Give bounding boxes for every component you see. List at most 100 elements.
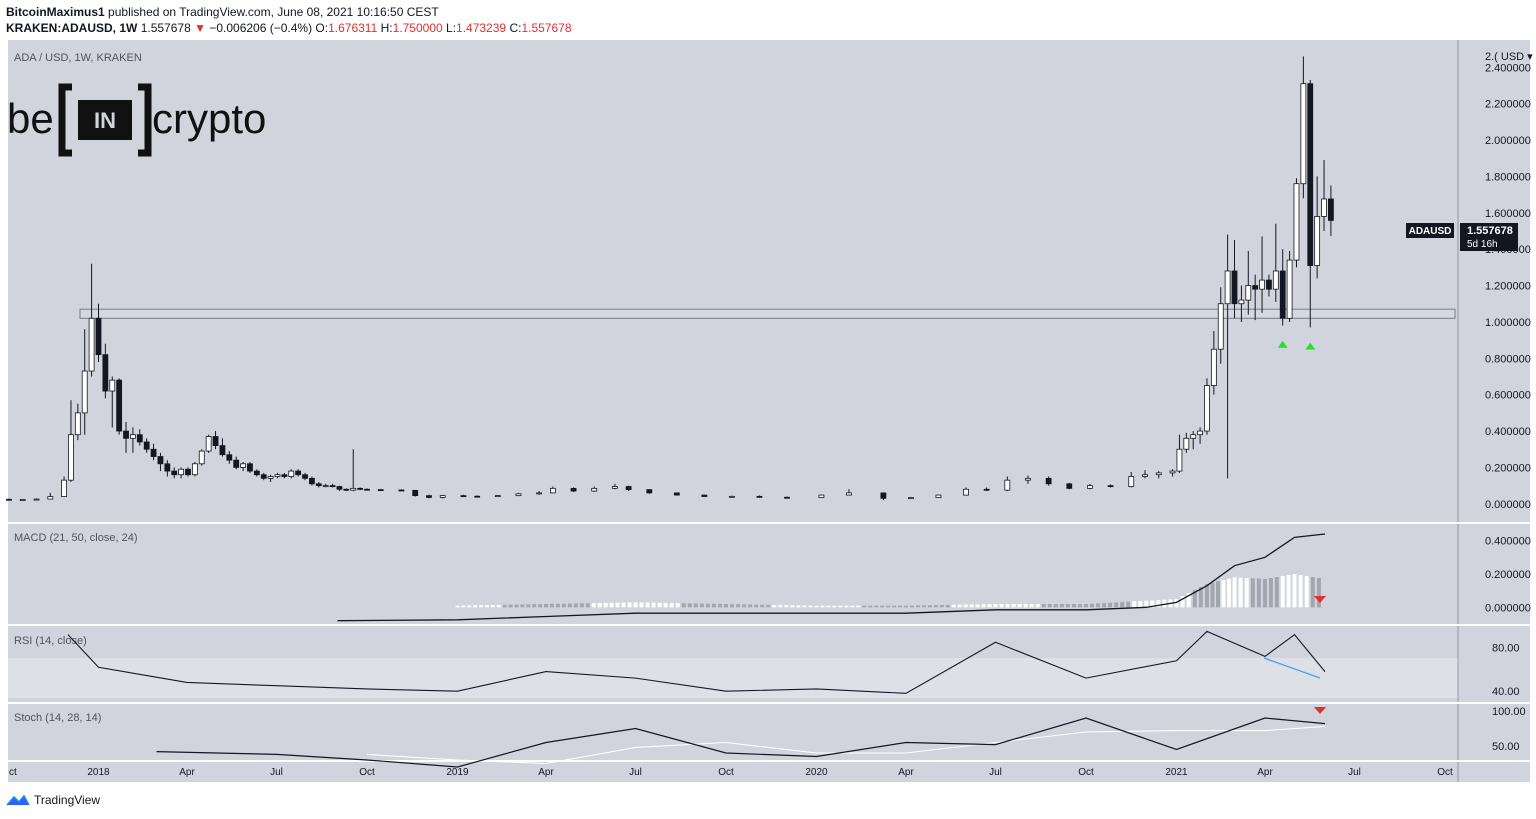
symbol-line: KRAKEN:ADAUSD, 1W: [6, 21, 138, 35]
last-price: 1.557678: [140, 21, 191, 35]
macd-histogram-bar: [1180, 596, 1185, 608]
candle-down: [302, 474, 308, 479]
macd-histogram-bar: [1316, 578, 1321, 608]
macd-histogram-bar: [868, 605, 873, 608]
macd-tick-label: 0.200000: [1485, 569, 1531, 581]
candle-down: [212, 436, 219, 447]
macd-histogram-bar: [657, 602, 662, 608]
candle-up: [191, 463, 198, 476]
candle-up: [109, 379, 116, 392]
author-name[interactable]: BitcoinMaximus1: [6, 5, 105, 19]
candle-up: [240, 463, 246, 468]
macd-histogram-bar: [1221, 580, 1226, 608]
candle-down: [625, 486, 632, 491]
time-axis-labels: ct 2018 Apr Jul Oct 2019 Apr Jul Oct 2020 Apr Jul Oc…: [9, 767, 1453, 778]
logo-crypto: crypto: [152, 95, 266, 142]
price-tick-label: 0.400000: [1485, 426, 1531, 438]
macd-histogram-bar: [597, 603, 602, 608]
macd-histogram-bar: [520, 604, 525, 608]
candle-down: [171, 470, 178, 476]
candle-down: [315, 483, 322, 487]
candle-up: [1204, 385, 1210, 432]
candle-up: [818, 494, 825, 499]
candle-up: [350, 487, 357, 491]
candle-up: [591, 487, 598, 492]
candle-up: [47, 496, 54, 500]
footer-brand[interactable]: TradingView: [6, 793, 100, 807]
candle-up: [536, 492, 543, 495]
axis-currency-label[interactable]: 2.( USD ▾: [1485, 51, 1533, 63]
macd-histogram-bar: [1232, 577, 1237, 608]
macd-histogram-bar: [711, 603, 716, 608]
rsi-tick-label: 80.00: [1492, 643, 1520, 655]
chart-canvas[interactable]: ADA / USD, 1W, KRAKEN MACD (21, 50, clos…: [0, 40, 1536, 785]
stoch-pane-bg: [8, 704, 1458, 760]
candle-down: [150, 448, 157, 457]
candle-down: [412, 489, 419, 497]
macd-histogram-bar: [1126, 601, 1131, 608]
candle-down: [281, 474, 288, 477]
macd-histogram-bar: [975, 604, 980, 608]
macd-histogram-bar: [633, 602, 638, 608]
low-label: L:: [446, 21, 457, 35]
candle-up: [1293, 183, 1300, 261]
candle-down: [1252, 285, 1259, 290]
candle-up: [1272, 270, 1279, 290]
macd-histogram-bar: [603, 602, 608, 608]
time-axis-bg: [8, 762, 1458, 782]
candle-down: [570, 487, 577, 492]
macd-histogram-bar: [549, 603, 554, 608]
time-tick-label: 2020: [805, 767, 828, 778]
candle-down: [164, 463, 171, 472]
macd-histogram-bar: [699, 603, 704, 608]
stoch-tick-label: 100.00: [1492, 706, 1526, 718]
macd-histogram-bar: [585, 603, 590, 608]
symbol-ohlc: KRAKEN:ADAUSD, 1W 1.557678 ▼ −0.006206 (…: [6, 21, 572, 35]
rsi-band: [8, 658, 1458, 698]
macd-histogram-bar: [915, 605, 920, 608]
macd-histogram-bar: [1114, 602, 1119, 608]
rsi-line: [67, 630, 1326, 694]
logo-be: be: [7, 95, 54, 142]
price-tick-label: 1.000000: [1485, 317, 1531, 329]
candle-up: [1300, 83, 1307, 185]
macd-histogram-bar: [844, 605, 849, 608]
macd-histogram-bar: [1144, 600, 1149, 608]
macd-histogram-bar: [1174, 599, 1179, 608]
candle-up: [549, 487, 556, 494]
macd-histogram-bar: [790, 605, 795, 608]
macd-histogram-bar: [1192, 590, 1197, 608]
macd-histogram-bar: [1292, 574, 1297, 608]
macd-histogram-bar: [1120, 602, 1125, 608]
logo-in: IN: [94, 108, 116, 133]
candle-down: [646, 489, 653, 494]
macd-histogram-bar: [538, 604, 543, 608]
candle-down: [1328, 198, 1334, 221]
macd-histogram-bar: [1244, 578, 1249, 608]
macd-histogram-bar: [705, 603, 710, 608]
rsi-axis-labels: 80.00 40.00: [1492, 643, 1520, 698]
macd-histogram-bar: [724, 604, 729, 608]
macd-histogram-bar: [485, 605, 489, 608]
candle-up: [1197, 430, 1203, 436]
macd-histogram-bar: [502, 604, 507, 608]
main-pane-bg: [8, 40, 1458, 522]
candle-down: [398, 489, 405, 492]
price-tag: ADAUSD 1.557678 5d 16h: [1406, 223, 1518, 251]
macd-histogram-bar: [754, 604, 759, 608]
stoch-d-line: [366, 725, 1326, 765]
price-tick-label: 1.200000: [1485, 281, 1531, 293]
candle-up: [61, 479, 67, 497]
candle-down: [6, 498, 12, 501]
macd-histogram-bar: [909, 605, 914, 608]
candle-up: [1321, 198, 1327, 217]
price-tick-label: 0.800000: [1485, 353, 1531, 365]
candle-up: [1259, 279, 1265, 290]
macd-histogram-bar: [544, 604, 549, 608]
macd-histogram-bar: [939, 605, 944, 608]
macd-histogram-bar: [951, 604, 956, 608]
candle-up: [1087, 485, 1093, 489]
macd-histogram-bar: [717, 603, 722, 608]
macd-histogram-bar: [490, 605, 495, 608]
macd-histogram-bar: [1162, 599, 1167, 608]
